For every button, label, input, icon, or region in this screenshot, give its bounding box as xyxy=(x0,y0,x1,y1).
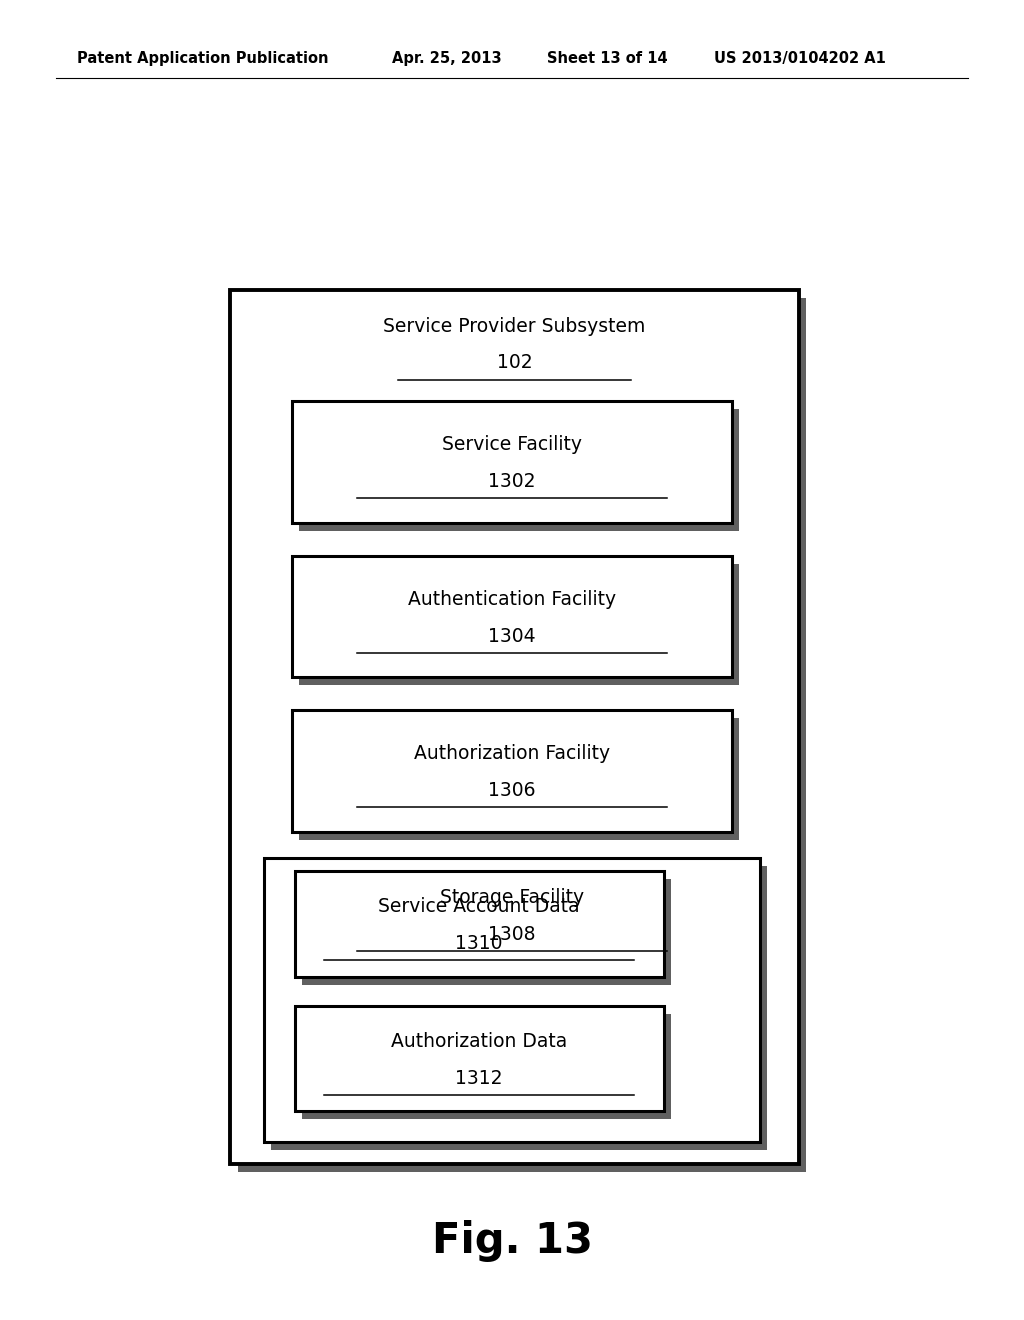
Bar xyxy=(238,298,806,1172)
Text: Authentication Facility: Authentication Facility xyxy=(408,590,616,609)
Bar xyxy=(299,564,739,685)
Bar xyxy=(302,879,671,985)
Text: 1310: 1310 xyxy=(456,935,503,953)
Text: Authorization Data: Authorization Data xyxy=(391,1032,567,1051)
Text: Fig. 13: Fig. 13 xyxy=(431,1220,593,1262)
Text: Service Provider Subsystem: Service Provider Subsystem xyxy=(383,317,646,335)
Bar xyxy=(292,556,732,677)
Text: Authorization Facility: Authorization Facility xyxy=(414,744,610,763)
Text: Apr. 25, 2013: Apr. 25, 2013 xyxy=(392,50,502,66)
Text: 102: 102 xyxy=(497,354,532,372)
Bar xyxy=(302,1014,671,1119)
Text: 1312: 1312 xyxy=(456,1069,503,1088)
Bar xyxy=(299,718,739,840)
Bar xyxy=(299,409,739,531)
Bar xyxy=(264,858,760,1142)
Bar xyxy=(292,710,732,832)
Bar xyxy=(230,290,799,1164)
Text: 1302: 1302 xyxy=(488,473,536,491)
Text: Storage Facility: Storage Facility xyxy=(440,888,584,907)
Text: 1306: 1306 xyxy=(488,781,536,800)
Text: 1308: 1308 xyxy=(488,925,536,944)
Bar xyxy=(295,871,664,977)
Text: US 2013/0104202 A1: US 2013/0104202 A1 xyxy=(714,50,886,66)
Text: Sheet 13 of 14: Sheet 13 of 14 xyxy=(547,50,668,66)
Text: Service Account Data: Service Account Data xyxy=(379,898,580,916)
Text: 1304: 1304 xyxy=(488,627,536,645)
Bar xyxy=(295,1006,664,1111)
Bar xyxy=(271,866,767,1150)
Bar xyxy=(292,401,732,523)
Text: Patent Application Publication: Patent Application Publication xyxy=(77,50,329,66)
Text: Service Facility: Service Facility xyxy=(442,436,582,454)
